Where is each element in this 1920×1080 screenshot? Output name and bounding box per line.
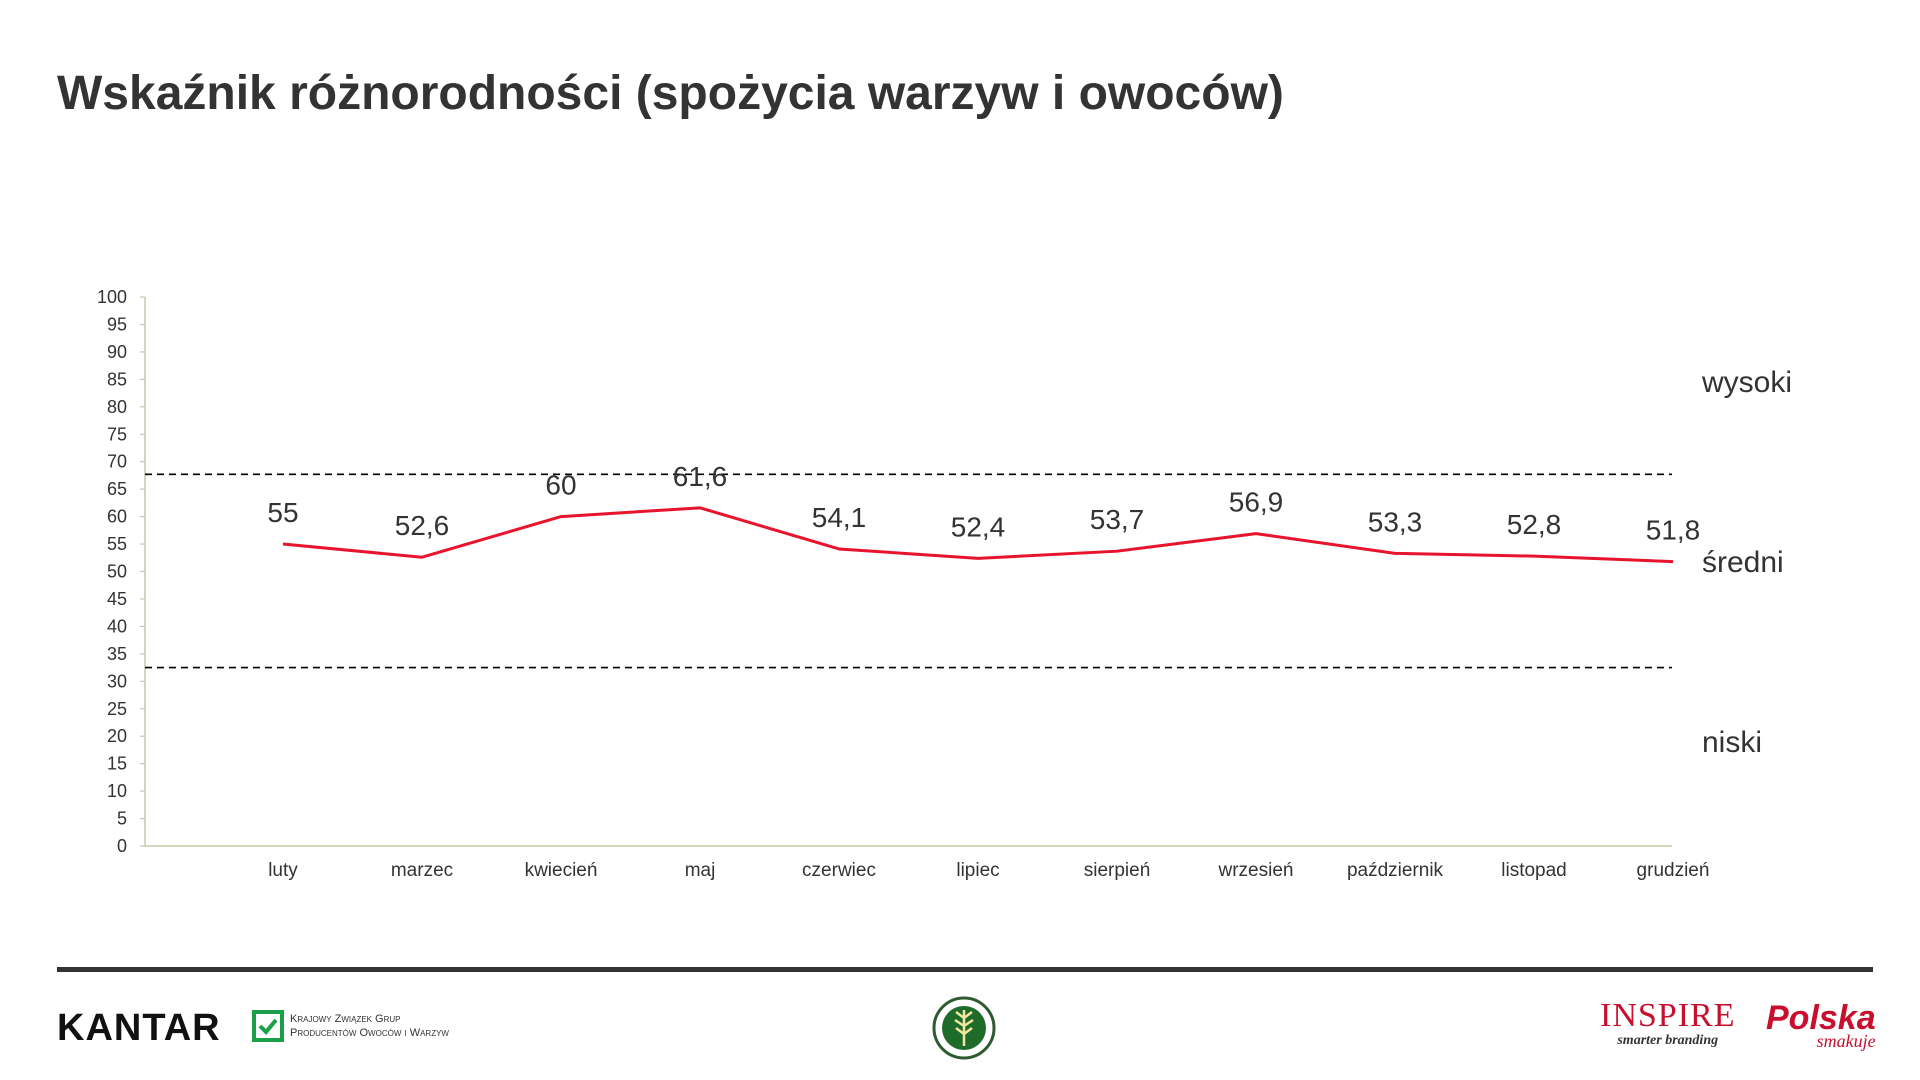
y-tick-label: 90 [107, 342, 127, 362]
page-title: Wskaźnik różnorodności (spożycia warzyw … [57, 67, 1284, 120]
line-chart: 0 5 10 15 20 25 30 35 40 45 50 55 60 65 70 75 80 85 90 95 10… [97, 287, 1710, 881]
data-label: 54,1 [812, 502, 867, 533]
band-label-high: wysoki [1702, 366, 1793, 399]
y-tick-label: 95 [107, 314, 127, 334]
series-line [282, 506, 1674, 564]
ministry-seal-icon [932, 996, 996, 1060]
band-label-mid: średni [1702, 546, 1784, 579]
y-tick-label: 25 [107, 699, 127, 719]
y-tick-label: 75 [107, 424, 127, 444]
band-label-low: niski [1702, 726, 1763, 759]
data-label: 56,9 [1229, 487, 1284, 518]
inspire-sub: smarter branding [1617, 1033, 1719, 1048]
y-tick-label: 85 [107, 369, 127, 389]
x-tick-label: listopad [1501, 860, 1567, 881]
y-tick-label: 50 [107, 562, 127, 582]
x-tick-label: marzec [391, 860, 453, 881]
y-tick-label: 10 [107, 781, 127, 801]
x-tick-label: grudzień [1637, 860, 1710, 881]
data-label: 55 [267, 497, 298, 528]
data-label: 51,8 [1646, 515, 1701, 546]
x-tick-label: kwiecień [525, 860, 598, 881]
x-tick-label: lipiec [956, 860, 999, 881]
x-tick-label: maj [685, 860, 716, 881]
polska-smakuje-logo: Polska smakuje [1766, 1000, 1876, 1050]
footer-divider [57, 967, 1873, 972]
x-tick-label: wrzesień [1218, 860, 1294, 881]
polska-name: Polska [1766, 999, 1876, 1037]
y-tick-label: 100 [97, 287, 127, 307]
y-tick-label: 65 [107, 479, 127, 499]
x-tick-label: luty [268, 860, 298, 881]
data-label: 52,8 [1507, 509, 1562, 540]
inspire-logo: INSPIRE smarter branding [1600, 998, 1735, 1048]
x-tick-label: sierpień [1084, 860, 1151, 881]
y-tick-label: 45 [107, 589, 127, 609]
y-tick-label: 15 [107, 754, 127, 774]
kantar-logo: KANTAR [57, 1007, 221, 1049]
y-tick-label: 80 [107, 397, 127, 417]
kzgp-logo: Krajowy Związek Grup Producentów Owoców … [252, 1010, 449, 1042]
inspire-name: INSPIRE [1600, 997, 1736, 1034]
y-tick-label: 60 [107, 507, 127, 527]
data-label: 53,3 [1368, 506, 1423, 537]
kzgp-icon [252, 1010, 284, 1042]
data-label: 60 [545, 470, 576, 501]
y-tick-label: 30 [107, 671, 127, 691]
data-label: 53,7 [1090, 504, 1145, 535]
y-tick-label: 0 [117, 836, 127, 856]
x-tick-label: październik [1347, 860, 1444, 881]
data-label: 52,6 [395, 510, 450, 541]
polska-sub: smakuje [1816, 1031, 1876, 1051]
y-tick-label: 20 [107, 726, 127, 746]
y-tick-label: 55 [107, 534, 127, 554]
data-label: 52,4 [951, 511, 1006, 542]
y-tick-label: 70 [107, 452, 127, 472]
kzgp-line1: Krajowy Związek Grup [290, 1013, 401, 1025]
data-label: 61,6 [673, 461, 728, 492]
x-tick-label: czerwiec [802, 860, 876, 881]
y-tick-label: 40 [107, 616, 127, 636]
y-tick-label: 35 [107, 644, 127, 664]
kzgp-line2: Producentów Owoców i Warzyw [290, 1027, 449, 1039]
y-tick-label: 5 [117, 809, 127, 829]
